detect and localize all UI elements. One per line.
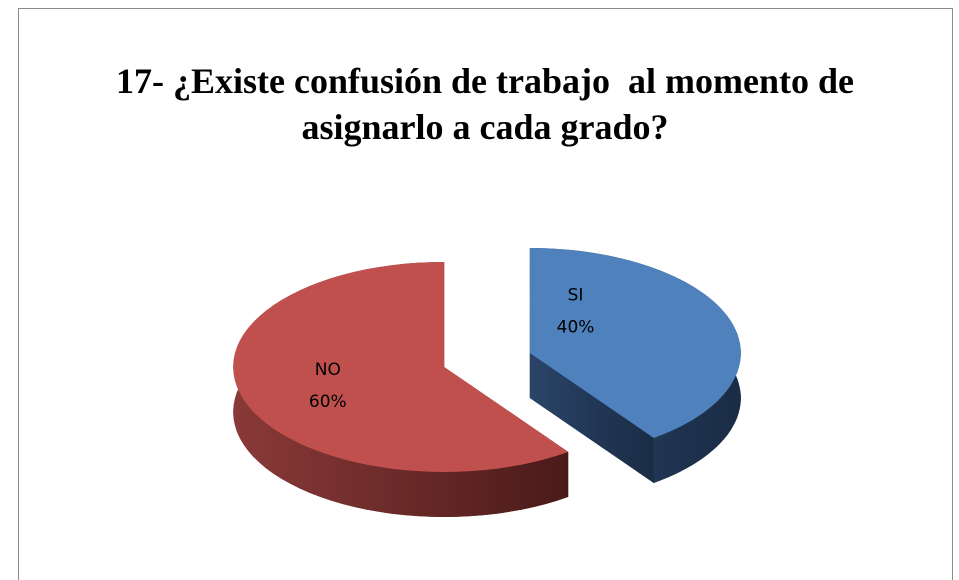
data-label: 60% [309,392,347,412]
slice-cut-face [529,353,654,483]
data-label-category: SI [568,286,584,306]
slice [233,262,569,472]
slice [529,248,741,438]
chart-frame [18,8,953,580]
data-label-category: NO [315,360,341,380]
chart-title: 17- ¿Existe confusión de trabajo al mome… [116,61,863,147]
data-label: 40% [557,318,595,338]
